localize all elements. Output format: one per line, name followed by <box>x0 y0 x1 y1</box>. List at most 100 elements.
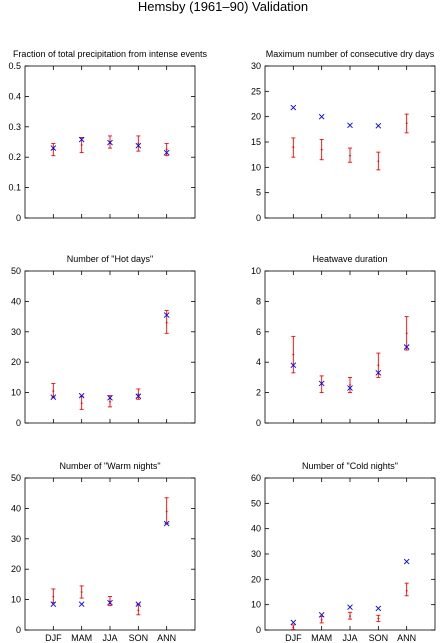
observed-point <box>349 615 351 617</box>
model-point <box>107 139 113 146</box>
chart-panel-6: Number of "Cold nights" 0 10 20 30 40 50 60 DJF M… <box>251 461 436 643</box>
observed-point <box>320 148 323 151</box>
observed-point <box>80 144 83 146</box>
y-tick-label: 0.2 <box>8 152 21 162</box>
y-tick-label: 60 <box>251 473 261 483</box>
y-tick-label: 10 <box>251 266 261 276</box>
model-point <box>290 104 297 111</box>
y-tick-label: 5 <box>256 188 261 198</box>
observed-point <box>405 589 408 592</box>
model-point <box>107 394 113 401</box>
model-point <box>347 385 353 391</box>
y-tick-label: 20 <box>11 357 21 367</box>
model-point <box>290 362 297 369</box>
chart-panel-2: Maximum number of consecutive dry days 0 5… <box>251 49 436 223</box>
y-tick-label: 20 <box>11 564 21 574</box>
observed-point <box>137 609 140 612</box>
y-tick-label: 30 <box>11 534 21 544</box>
y-tick-label: 0 <box>256 213 261 223</box>
x-tick-label: SON <box>369 633 389 643</box>
panel-title: Number of "Cold nights" <box>302 461 398 471</box>
figure-title: Hemsby (1961–90) Validation <box>138 0 308 14</box>
observed-point <box>137 393 140 396</box>
y-tick-label: 30 <box>11 327 21 337</box>
axes-frame <box>264 270 436 424</box>
observed-point <box>405 332 408 335</box>
model-point <box>78 601 85 607</box>
y-tick-label: 30 <box>251 549 261 559</box>
model-point <box>135 142 142 149</box>
observed-point <box>405 122 408 125</box>
y-tick-label: 30 <box>251 61 261 71</box>
y-tick-label: 50 <box>11 266 21 276</box>
observed-point <box>165 510 168 513</box>
model-point <box>50 394 57 400</box>
y-tick-label: 0 <box>256 625 261 635</box>
chart-panel-4: Heatwave duration 0 2 4 6 8 10 <box>251 254 436 428</box>
observed-point <box>52 390 55 392</box>
x-tick-label: MAM <box>311 633 332 643</box>
model-point <box>403 344 410 350</box>
model-point <box>135 393 142 400</box>
observed-point <box>109 400 111 403</box>
y-tick-label: 10 <box>11 388 21 398</box>
axes-frame <box>264 65 436 219</box>
panel-title: Number of "Warm nights" <box>59 461 160 471</box>
model-point <box>50 601 57 607</box>
y-tick-label: 20 <box>251 112 261 122</box>
model-point <box>375 605 382 612</box>
y-tick-label: 0.1 <box>8 183 21 193</box>
y-tick-label: 10 <box>251 162 261 172</box>
model-point <box>347 122 353 129</box>
y-tick-label: 0.3 <box>8 122 21 132</box>
y-tick-label: 0 <box>16 418 21 428</box>
observed-point <box>377 364 380 367</box>
model-point <box>107 599 113 606</box>
y-tick-label: 10 <box>11 595 21 605</box>
panels: Fraction of total precipitation from int… <box>8 49 436 643</box>
model-point <box>318 611 325 618</box>
x-tick-label: ANN <box>157 633 176 643</box>
model-point <box>50 145 57 151</box>
observed-point <box>292 353 295 356</box>
observed-point <box>320 618 323 621</box>
model-point <box>135 601 142 607</box>
y-tick-label: 50 <box>11 473 21 483</box>
observed-point <box>349 384 351 386</box>
x-tick-label: JJA <box>342 633 357 643</box>
panel-title: Number of "Hot days" <box>67 254 153 264</box>
y-tick-label: 6 <box>256 327 261 337</box>
x-tick-label: JJA <box>102 633 117 643</box>
x-tick-label: MAM <box>71 633 92 643</box>
y-tick-label: 10 <box>251 600 261 610</box>
observed-point <box>377 617 380 620</box>
axes-frame <box>24 477 196 631</box>
model-point <box>78 136 85 143</box>
observed-point <box>137 142 140 145</box>
observed-point <box>52 595 55 598</box>
observed-point <box>80 402 83 405</box>
model-point <box>375 370 382 376</box>
y-tick-label: 50 <box>251 498 261 508</box>
x-tick-label: DJF <box>45 633 62 643</box>
observed-point <box>292 146 295 148</box>
model-point <box>318 380 325 387</box>
y-tick-label: 0.4 <box>8 91 21 101</box>
y-tick-label: 0 <box>16 213 21 223</box>
y-tick-label: 0 <box>256 418 261 428</box>
y-tick-label: 15 <box>251 137 261 147</box>
y-tick-label: 0.5 <box>8 61 21 71</box>
y-tick-label: 0 <box>16 625 21 635</box>
observed-point <box>377 160 380 163</box>
observed-point <box>80 591 83 593</box>
y-tick-label: 4 <box>256 357 261 367</box>
chart-panel-1: Fraction of total precipitation from int… <box>8 49 207 223</box>
x-tick-label: ANN <box>397 633 416 643</box>
y-tick-label: 25 <box>251 86 261 96</box>
model-point <box>290 619 297 626</box>
observed-point <box>292 626 295 629</box>
model-point <box>403 558 410 565</box>
chart-panel-3: Number of "Hot days" 0 10 20 30 40 50 <box>11 254 196 428</box>
model-point <box>163 520 170 527</box>
